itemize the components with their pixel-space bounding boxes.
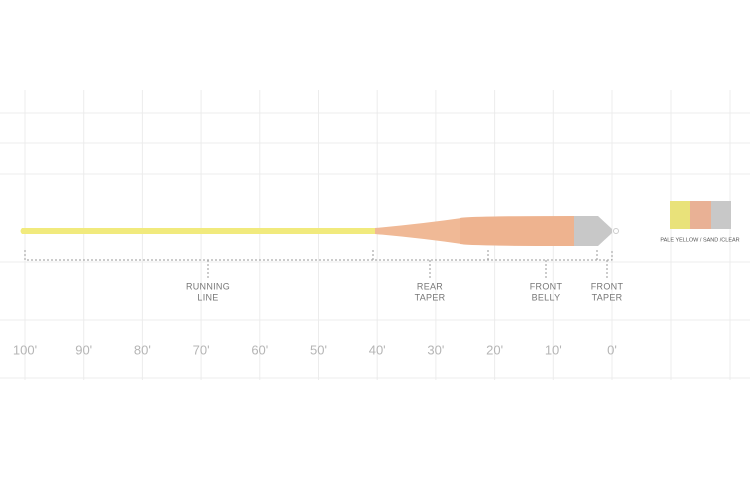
section-label: RUNNING bbox=[186, 281, 230, 291]
rear-taper bbox=[375, 218, 462, 244]
color-label: PALE YELLOW / SAND /CLEAR bbox=[660, 237, 739, 243]
scale-label: 10' bbox=[545, 342, 562, 357]
section-label: TAPER bbox=[592, 292, 623, 302]
swatch-yellow bbox=[670, 201, 690, 229]
color-swatch: PALE YELLOW / SAND /CLEAR bbox=[660, 201, 740, 243]
fly-line bbox=[20, 216, 619, 246]
section-brackets bbox=[24, 250, 613, 278]
section-label: TAPER bbox=[415, 292, 446, 302]
section-label: LINE bbox=[197, 292, 218, 302]
running-line bbox=[20, 228, 378, 234]
section-label: REAR bbox=[417, 281, 443, 291]
swatch-clear bbox=[711, 201, 731, 229]
scale-label: 40' bbox=[369, 342, 386, 357]
bracket bbox=[24, 250, 613, 261]
front-belly bbox=[460, 216, 575, 246]
front-taper bbox=[574, 216, 612, 246]
scale-label: 70' bbox=[193, 342, 210, 357]
scale-label: 90' bbox=[75, 342, 92, 357]
scale-label: 0' bbox=[607, 342, 617, 357]
scale-label: 60' bbox=[251, 342, 268, 357]
section-label: FRONT bbox=[530, 281, 563, 291]
loop bbox=[613, 228, 619, 234]
scale-label: 20' bbox=[486, 342, 503, 357]
scale-label: 50' bbox=[310, 342, 327, 357]
scale-label: 30' bbox=[427, 342, 444, 357]
section-label: FRONT bbox=[591, 281, 624, 291]
grid bbox=[0, 90, 750, 380]
scale-label: 100' bbox=[13, 342, 37, 357]
section-label: BELLY bbox=[532, 292, 561, 302]
swatch-sand bbox=[690, 201, 711, 229]
scale-label: 80' bbox=[134, 342, 151, 357]
